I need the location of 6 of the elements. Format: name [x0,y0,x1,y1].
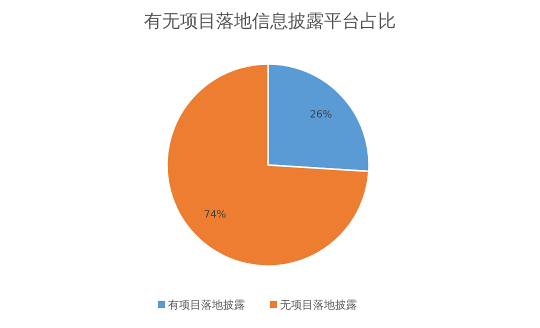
data-label: 74% [204,209,226,220]
chart-title: 有无项目落地信息披露平台占比 [144,11,396,32]
legend-label: 无项目落地披露 [280,298,357,312]
data-label: 26% [310,110,332,121]
pie-slice [166,63,370,267]
legend-label: 有项目落地披露 [168,298,245,312]
